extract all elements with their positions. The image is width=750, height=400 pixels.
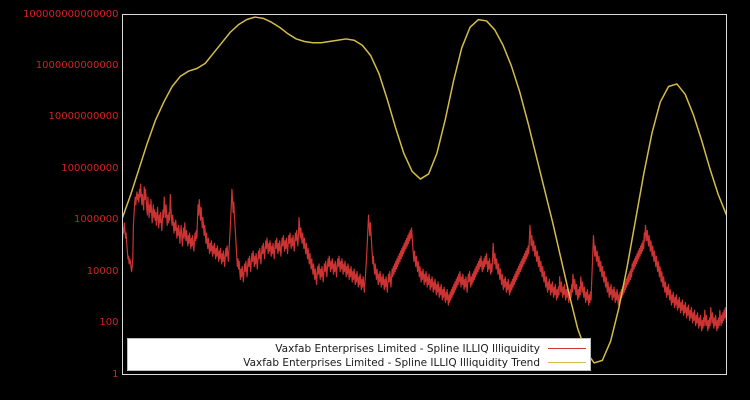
plot-frame: [122, 14, 727, 375]
legend-entry-illiquidity[interactable]: Vaxfab Enterprises Limited - Spline ILLI…: [128, 341, 592, 356]
legend-label-illiquidity: Vaxfab Enterprises Limited - Spline ILLI…: [275, 342, 540, 355]
y-tick-label: 1000000000000: [35, 59, 119, 71]
series-line-illiquidity: [122, 183, 727, 332]
y-tick-label: 10000000000: [48, 111, 119, 123]
series-line-illiquidity-trend: [122, 16, 727, 364]
legend-label-illiquidity-trend: Vaxfab Enterprises Limited - Spline ILLI…: [243, 356, 540, 369]
series-group: [122, 16, 727, 364]
y-tick-label: 10000: [86, 265, 119, 277]
y-tick-label: 100: [99, 317, 119, 329]
legend-swatch-illiquidity-trend: [548, 362, 586, 363]
y-tick-label: 100000000: [61, 162, 119, 174]
legend-swatch-illiquidity: [548, 348, 586, 349]
legend-entry-illiquidity-trend[interactable]: Vaxfab Enterprises Limited - Spline ILLI…: [128, 355, 592, 370]
y-tick-label: 1000000: [73, 214, 119, 226]
y-tick-label: 1: [112, 368, 119, 380]
chart-legend: Vaxfab Enterprises Limited - Spline ILLI…: [127, 338, 591, 371]
y-tick-label: 100000000000000: [23, 8, 119, 20]
